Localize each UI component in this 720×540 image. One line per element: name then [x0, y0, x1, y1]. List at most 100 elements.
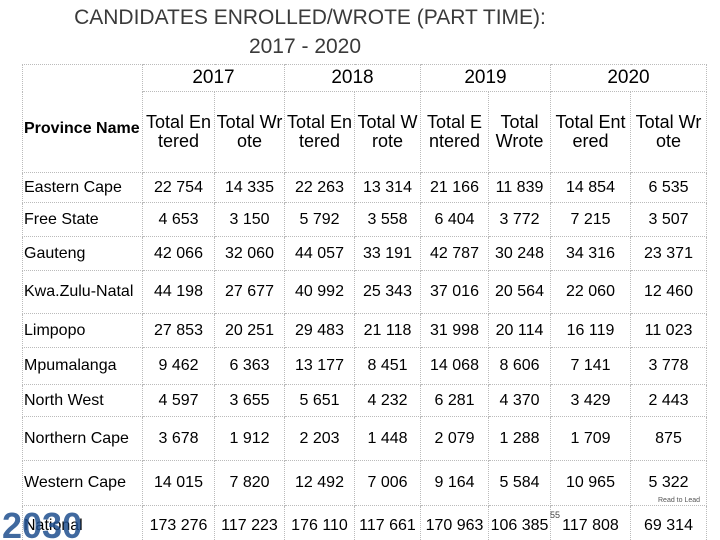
cell: 14 015	[142, 460, 215, 506]
cell: 7 820	[214, 460, 285, 506]
cell: 5 584	[488, 460, 551, 506]
cell: 13 314	[354, 172, 421, 203]
cell: 33 191	[354, 236, 421, 271]
province: North West	[22, 384, 143, 417]
cell: 14 068	[420, 347, 489, 385]
sub-header: Total Entered	[142, 91, 215, 173]
cell: 42 787	[420, 236, 489, 271]
cell: 4 597	[142, 384, 215, 417]
cell: 14 335	[214, 172, 285, 203]
cell: 11 023	[630, 313, 707, 348]
province: Gauteng	[22, 236, 143, 271]
cell: 3 507	[630, 202, 707, 237]
cell: 40 992	[284, 270, 355, 314]
cell: 8 451	[354, 347, 421, 385]
table-row: Kwa.Zulu-Natal 44 198 27 677 40 992 25 343 37…	[22, 270, 707, 314]
cell: 22 060	[550, 270, 631, 314]
cell: 21 118	[354, 313, 421, 348]
cell: 20 114	[488, 313, 551, 348]
table-row: North West 4 597 3 655 5 651 4 232 6 281 4 370…	[22, 384, 707, 417]
province: Eastern Cape	[22, 172, 143, 203]
cell: 22 754	[142, 172, 215, 203]
cell: 32 060	[214, 236, 285, 271]
cell: 9 462	[142, 347, 215, 385]
sub-header: Total Entered	[420, 91, 489, 173]
cell: 10 965	[550, 460, 631, 506]
cell: 13 177	[284, 347, 355, 385]
cell: 12 492	[284, 460, 355, 506]
year-header: 2018	[284, 64, 421, 92]
cell: 4 653	[142, 202, 215, 237]
title: CANDIDATES ENROLLED/WROTE (PART TIME):	[74, 6, 546, 29]
cell: 69 314	[630, 505, 707, 540]
cell: 2 203	[284, 416, 355, 461]
sub-header: Total Wrote	[630, 91, 707, 173]
cell: 5 651	[284, 384, 355, 417]
cell: 2 443	[630, 384, 707, 417]
cell: 31 998	[420, 313, 489, 348]
cell: 4 370	[488, 384, 551, 417]
cell: 25 343	[354, 270, 421, 314]
cell: 22 263	[284, 172, 355, 203]
header-row: Province Name 2017 2018 2019 2020	[22, 64, 707, 173]
cell: 5 322	[630, 460, 707, 506]
cell: 27 677	[214, 270, 285, 314]
cell: 42 066	[142, 236, 215, 271]
sub-header: Total Wrote	[214, 91, 285, 173]
province: Mpumalanga	[22, 347, 143, 385]
cell: 106 385	[488, 505, 551, 540]
cell: 3 150	[214, 202, 285, 237]
cell: 1 288	[488, 416, 551, 461]
year-header: 2017	[142, 64, 285, 92]
cell: 30 248	[488, 236, 551, 271]
cell: 3 778	[630, 347, 707, 385]
table-row: Gauteng 42 066 32 060 44 057 33 191 42 787 30 …	[22, 236, 707, 271]
table-row: Free State 4 653 3 150 5 792 3 558 6 404 3 772…	[22, 202, 707, 237]
cell: 27 853	[142, 313, 215, 348]
cell: 176 110	[284, 505, 355, 540]
province: National	[22, 505, 143, 540]
header-row: Total Entered Total Wrote Total Entered Tot…	[23, 91, 707, 173]
province: Northern Cape	[22, 416, 143, 461]
table-row: Eastern Cape 22 754 14 335 22 263 13 314 21 1…	[22, 172, 707, 203]
cell: 20 564	[488, 270, 551, 314]
table-row: Mpumalanga 9 462 6 363 13 177 8 451 14 068 8 6…	[22, 347, 707, 385]
cell: 7 215	[550, 202, 631, 237]
cell: 875	[630, 416, 707, 461]
cell: 3 655	[214, 384, 285, 417]
province: Kwa.Zulu-Natal	[22, 270, 143, 314]
cell: 7 141	[550, 347, 631, 385]
cell: 29 483	[284, 313, 355, 348]
cell: 14 854	[550, 172, 631, 203]
cell: 6 363	[214, 347, 285, 385]
cell: 1 448	[354, 416, 421, 461]
sub-header: Total Wrote	[354, 91, 421, 173]
province: Western Cape	[22, 460, 143, 506]
cell: 5 792	[284, 202, 355, 237]
cell: 117 808	[550, 505, 631, 540]
cell: 8 606	[488, 347, 551, 385]
logo: Read to Lead	[658, 497, 701, 504]
logo: 2030	[2, 505, 83, 540]
cell: 3 429	[550, 384, 631, 417]
cell: 173 276	[142, 505, 215, 540]
cell: 44 198	[142, 270, 215, 314]
province: Free State	[22, 202, 143, 237]
table-row: National 173 276 117 223 176 110 117 661 170 …	[22, 505, 707, 540]
cell: 3 772	[488, 202, 551, 237]
cell: 12 460	[630, 270, 707, 314]
cell: 1 912	[214, 416, 285, 461]
cell: 21 166	[420, 172, 489, 203]
cell: 34 316	[550, 236, 631, 271]
cell: 4 232	[354, 384, 421, 417]
sub-header: Total Entered	[284, 91, 355, 173]
cell: 16 119	[550, 313, 631, 348]
cell: 11 839	[488, 172, 551, 203]
cell: 9 164	[420, 460, 489, 506]
province: Limpopo	[22, 313, 143, 348]
table-row: Northern Cape 3 678 1 912 2 203 1 448 2 079 1 …	[22, 416, 707, 461]
cell: 23 371	[630, 236, 707, 271]
cell: 117 661	[354, 505, 421, 540]
cell: 117 223	[214, 505, 285, 540]
title: 2017 - 2020	[248, 35, 362, 58]
